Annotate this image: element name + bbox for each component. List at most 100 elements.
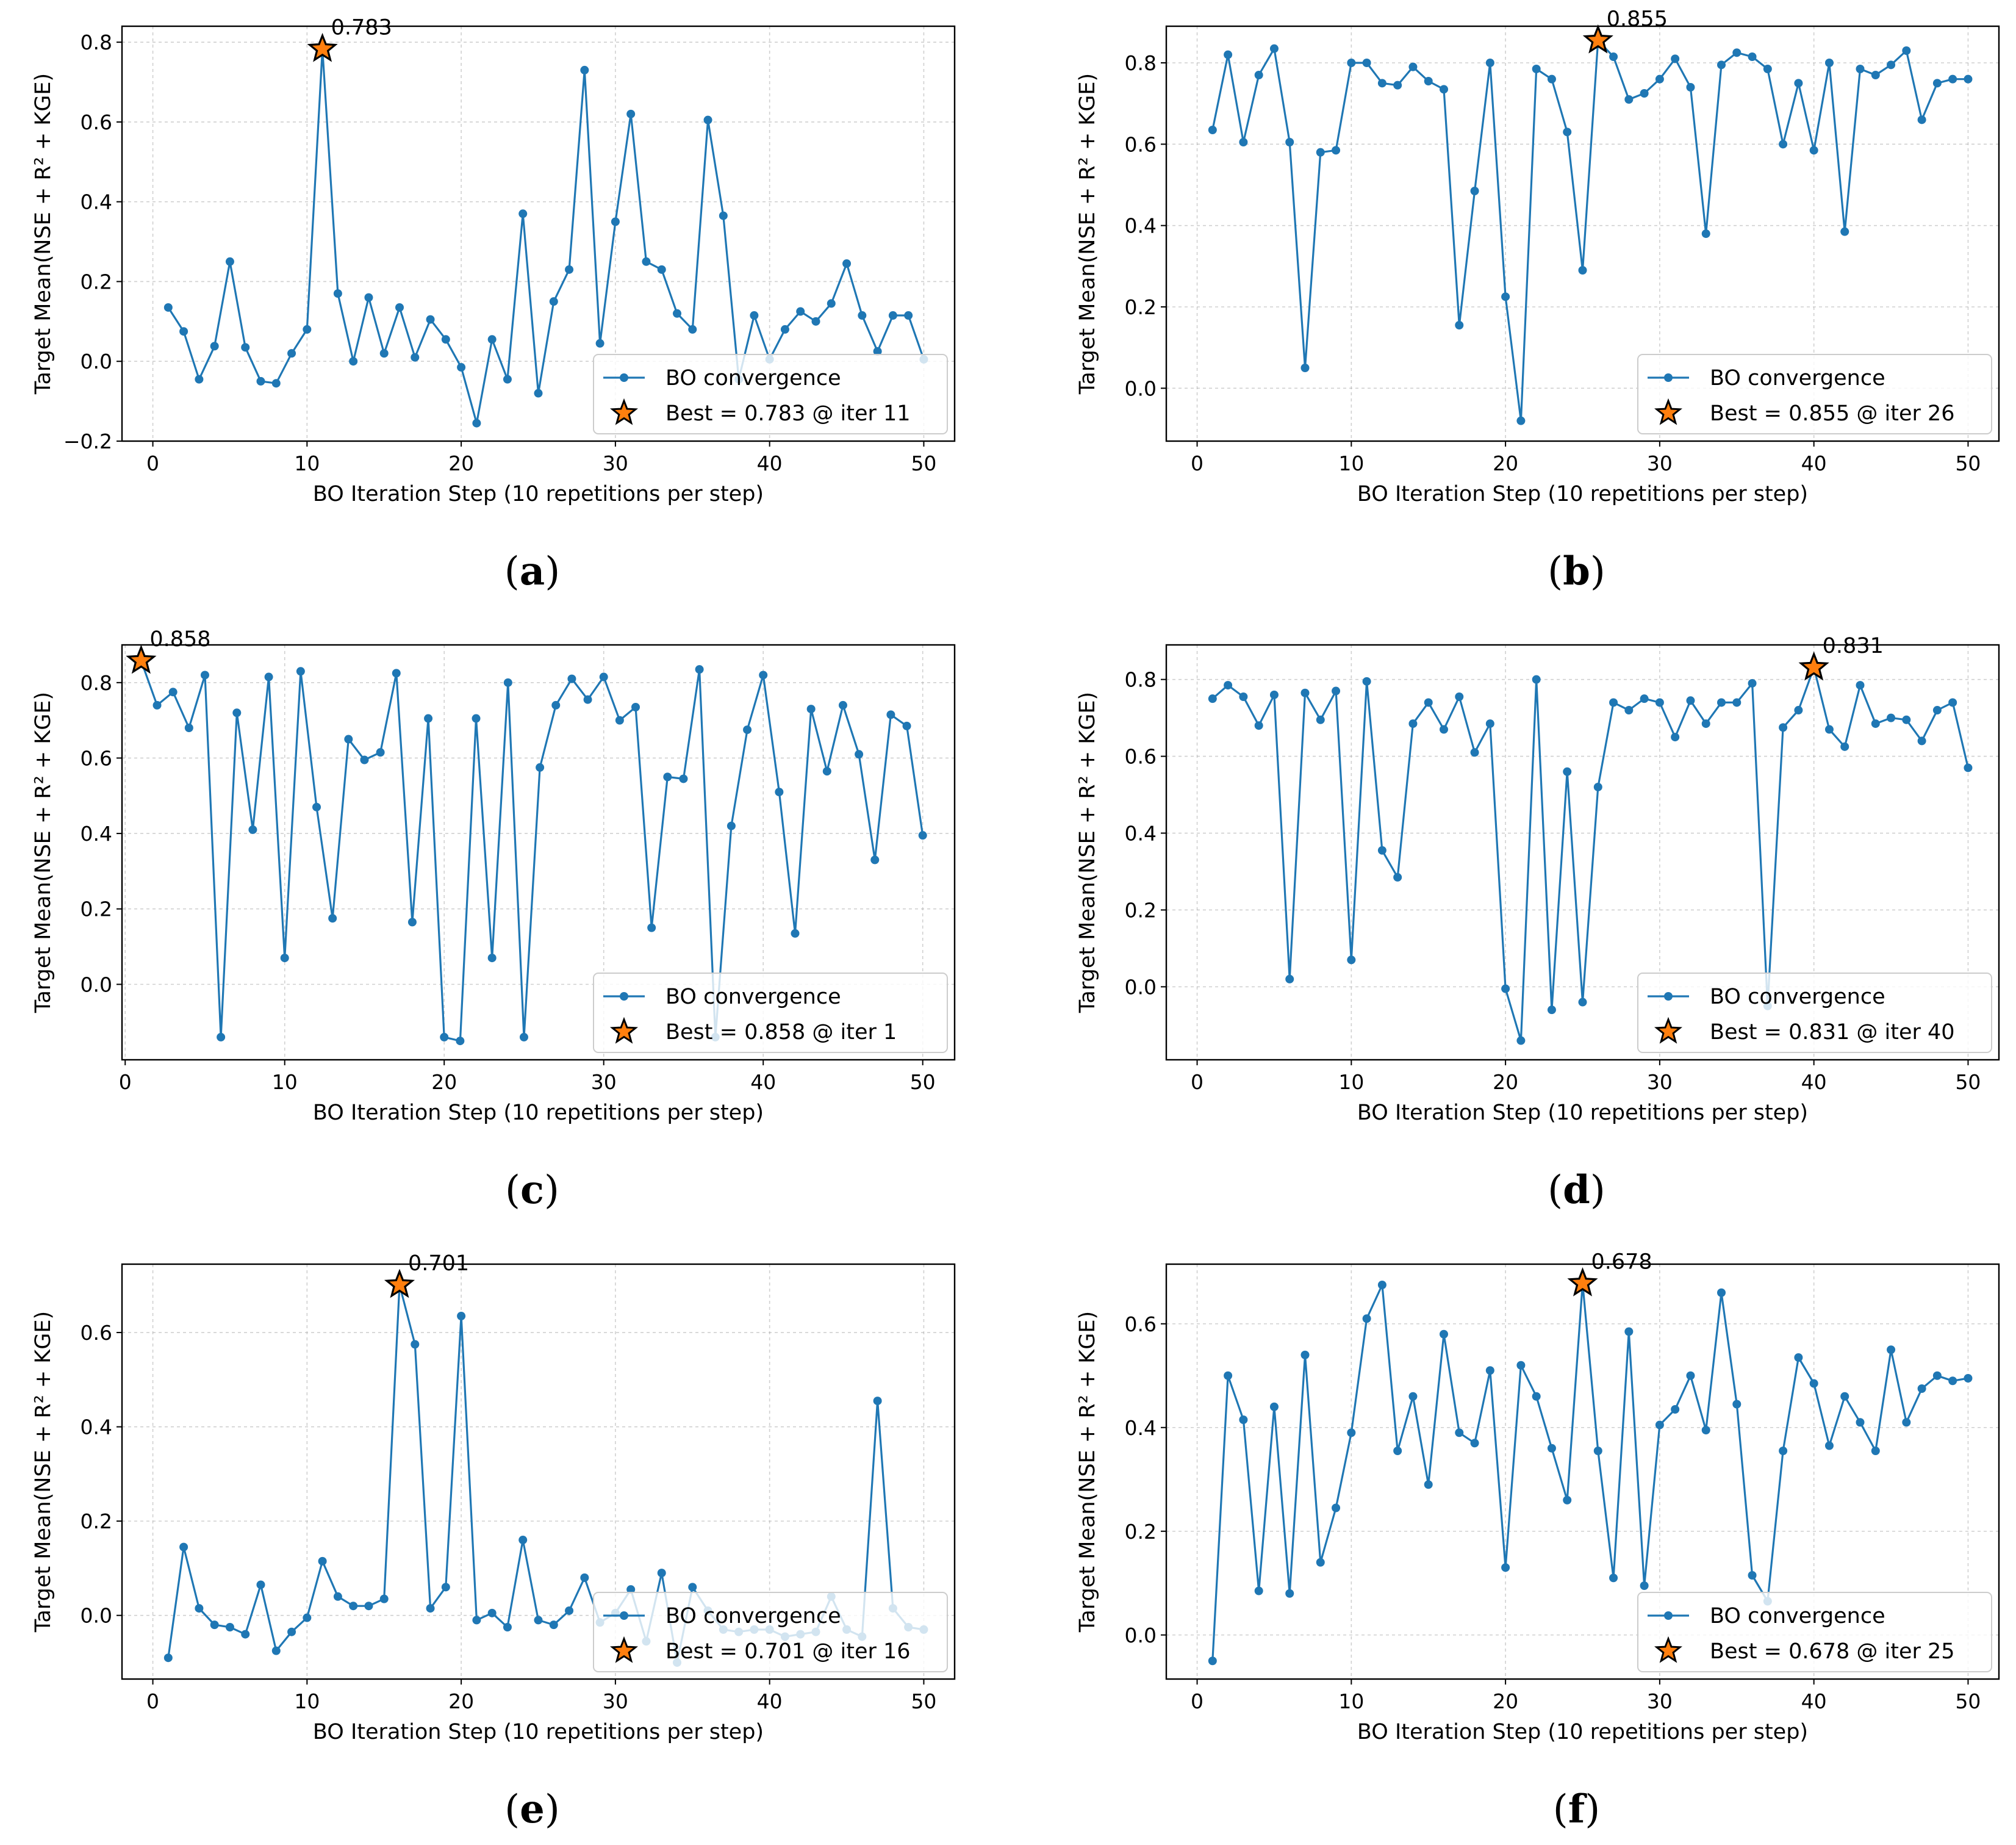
data-point [1455, 321, 1464, 329]
data-point [1932, 79, 1942, 88]
data-point [248, 825, 257, 834]
chart-panel-f: 0 10 20 30 40 50 0.0 0.2 0.4 0.6 0.678 BO convergen… [1075, 1250, 2000, 1832]
data-point [1917, 736, 1926, 746]
data-point [858, 311, 867, 320]
y-tick-label: 0.6 [81, 110, 112, 134]
data-point [534, 389, 543, 398]
y-tick-label: 0.4 [1125, 214, 1157, 238]
series-group [1208, 36, 1973, 425]
data-point [503, 375, 512, 384]
axes-frame [1165, 25, 2000, 442]
data-point [1671, 54, 1680, 63]
y-tick-label: 0.4 [81, 190, 112, 214]
data-point [615, 716, 624, 725]
data-point [703, 115, 712, 124]
data-point [472, 1616, 481, 1625]
data-point [1624, 706, 1634, 715]
data-point [457, 1312, 466, 1320]
data-point [657, 1569, 666, 1578]
data-point [303, 1613, 312, 1622]
data-point [1485, 1366, 1494, 1375]
data-point [1470, 1439, 1479, 1448]
y-tick-label: 0.2 [1125, 898, 1157, 922]
data-point [1779, 1447, 1788, 1455]
data-point [1470, 748, 1479, 757]
data-point [256, 376, 265, 386]
data-point [1887, 1345, 1896, 1354]
x-tick-label: 40 [750, 1070, 776, 1094]
x-tick-label: 30 [1647, 1689, 1673, 1713]
data-point [918, 831, 927, 840]
data-point [424, 714, 433, 723]
data-point [870, 855, 880, 865]
data-point [1408, 62, 1418, 71]
data-point [392, 669, 401, 678]
x-tick-label: 0 [1191, 451, 1204, 475]
data-point [441, 1583, 450, 1592]
data-point [904, 311, 913, 320]
x-tick-label: 10 [294, 1689, 320, 1713]
legend-star-swatch [609, 1016, 639, 1044]
caption-close-paren: ) [544, 1168, 559, 1213]
data-point [349, 1602, 358, 1611]
axes-frame [1165, 1263, 2000, 1680]
x-tick-label: 30 [603, 451, 628, 475]
data-point [1948, 698, 1957, 707]
data-point [1547, 1444, 1556, 1453]
data-point [1964, 763, 1973, 772]
best-star-marker [307, 32, 338, 62]
data-point [312, 802, 321, 811]
y-tick-label: 0.2 [81, 897, 112, 921]
data-point [1779, 140, 1788, 149]
best-value-annotation: 0.855 [1607, 7, 1668, 31]
y-tick-label: 0.8 [1125, 668, 1157, 692]
data-point [1440, 85, 1448, 94]
data-point [1840, 227, 1849, 236]
data-point [902, 721, 911, 730]
data-point [1748, 1571, 1757, 1580]
legend-marker-swatch [620, 992, 628, 1001]
y-axis-label: Target Mean(NSE + R² + KGE) [31, 1311, 56, 1633]
data-point [1763, 65, 1772, 73]
data-point [519, 1032, 528, 1041]
data-point [1917, 1384, 1926, 1393]
data-point [1239, 138, 1248, 146]
data-point [695, 665, 704, 674]
axes-frame [1165, 644, 2000, 1061]
data-point [457, 363, 466, 372]
data-point [1285, 974, 1294, 984]
data-point [426, 315, 435, 324]
y-tick-label: 0.4 [81, 822, 112, 846]
data-point [1717, 1288, 1726, 1297]
data-point [407, 918, 417, 927]
data-point [1424, 698, 1433, 707]
data-point [1563, 128, 1572, 137]
data-point [1887, 60, 1896, 70]
data-point [1532, 675, 1541, 684]
data-point [232, 708, 242, 718]
y-tick-label: 0.6 [81, 746, 112, 770]
data-point [1932, 1371, 1942, 1380]
data-point [503, 1623, 512, 1631]
series-group [1208, 1279, 1973, 1666]
data-point [280, 954, 289, 963]
data-point [631, 703, 640, 711]
legend-box [593, 354, 948, 434]
x-tick-label: 50 [1955, 451, 1981, 475]
chart-panel-a: 0 10 20 30 40 50 −0.2 0.0 0.2 0.4 0.6 0.8 0.783 BO co… [31, 15, 956, 594]
data-point [580, 1573, 589, 1582]
data-point [1408, 1392, 1418, 1401]
data-point [1208, 1656, 1217, 1666]
y-tick-label: 0.4 [1125, 822, 1157, 846]
data-point [1208, 694, 1217, 703]
y-tick-label: 0.4 [81, 1415, 112, 1439]
x-tick-label: 0 [119, 1070, 132, 1094]
data-point [163, 1653, 173, 1663]
data-point [838, 700, 847, 710]
data-point [1655, 698, 1664, 707]
data-point [1224, 50, 1233, 59]
y-tick-label: 0.8 [81, 671, 112, 695]
data-point [333, 289, 342, 298]
